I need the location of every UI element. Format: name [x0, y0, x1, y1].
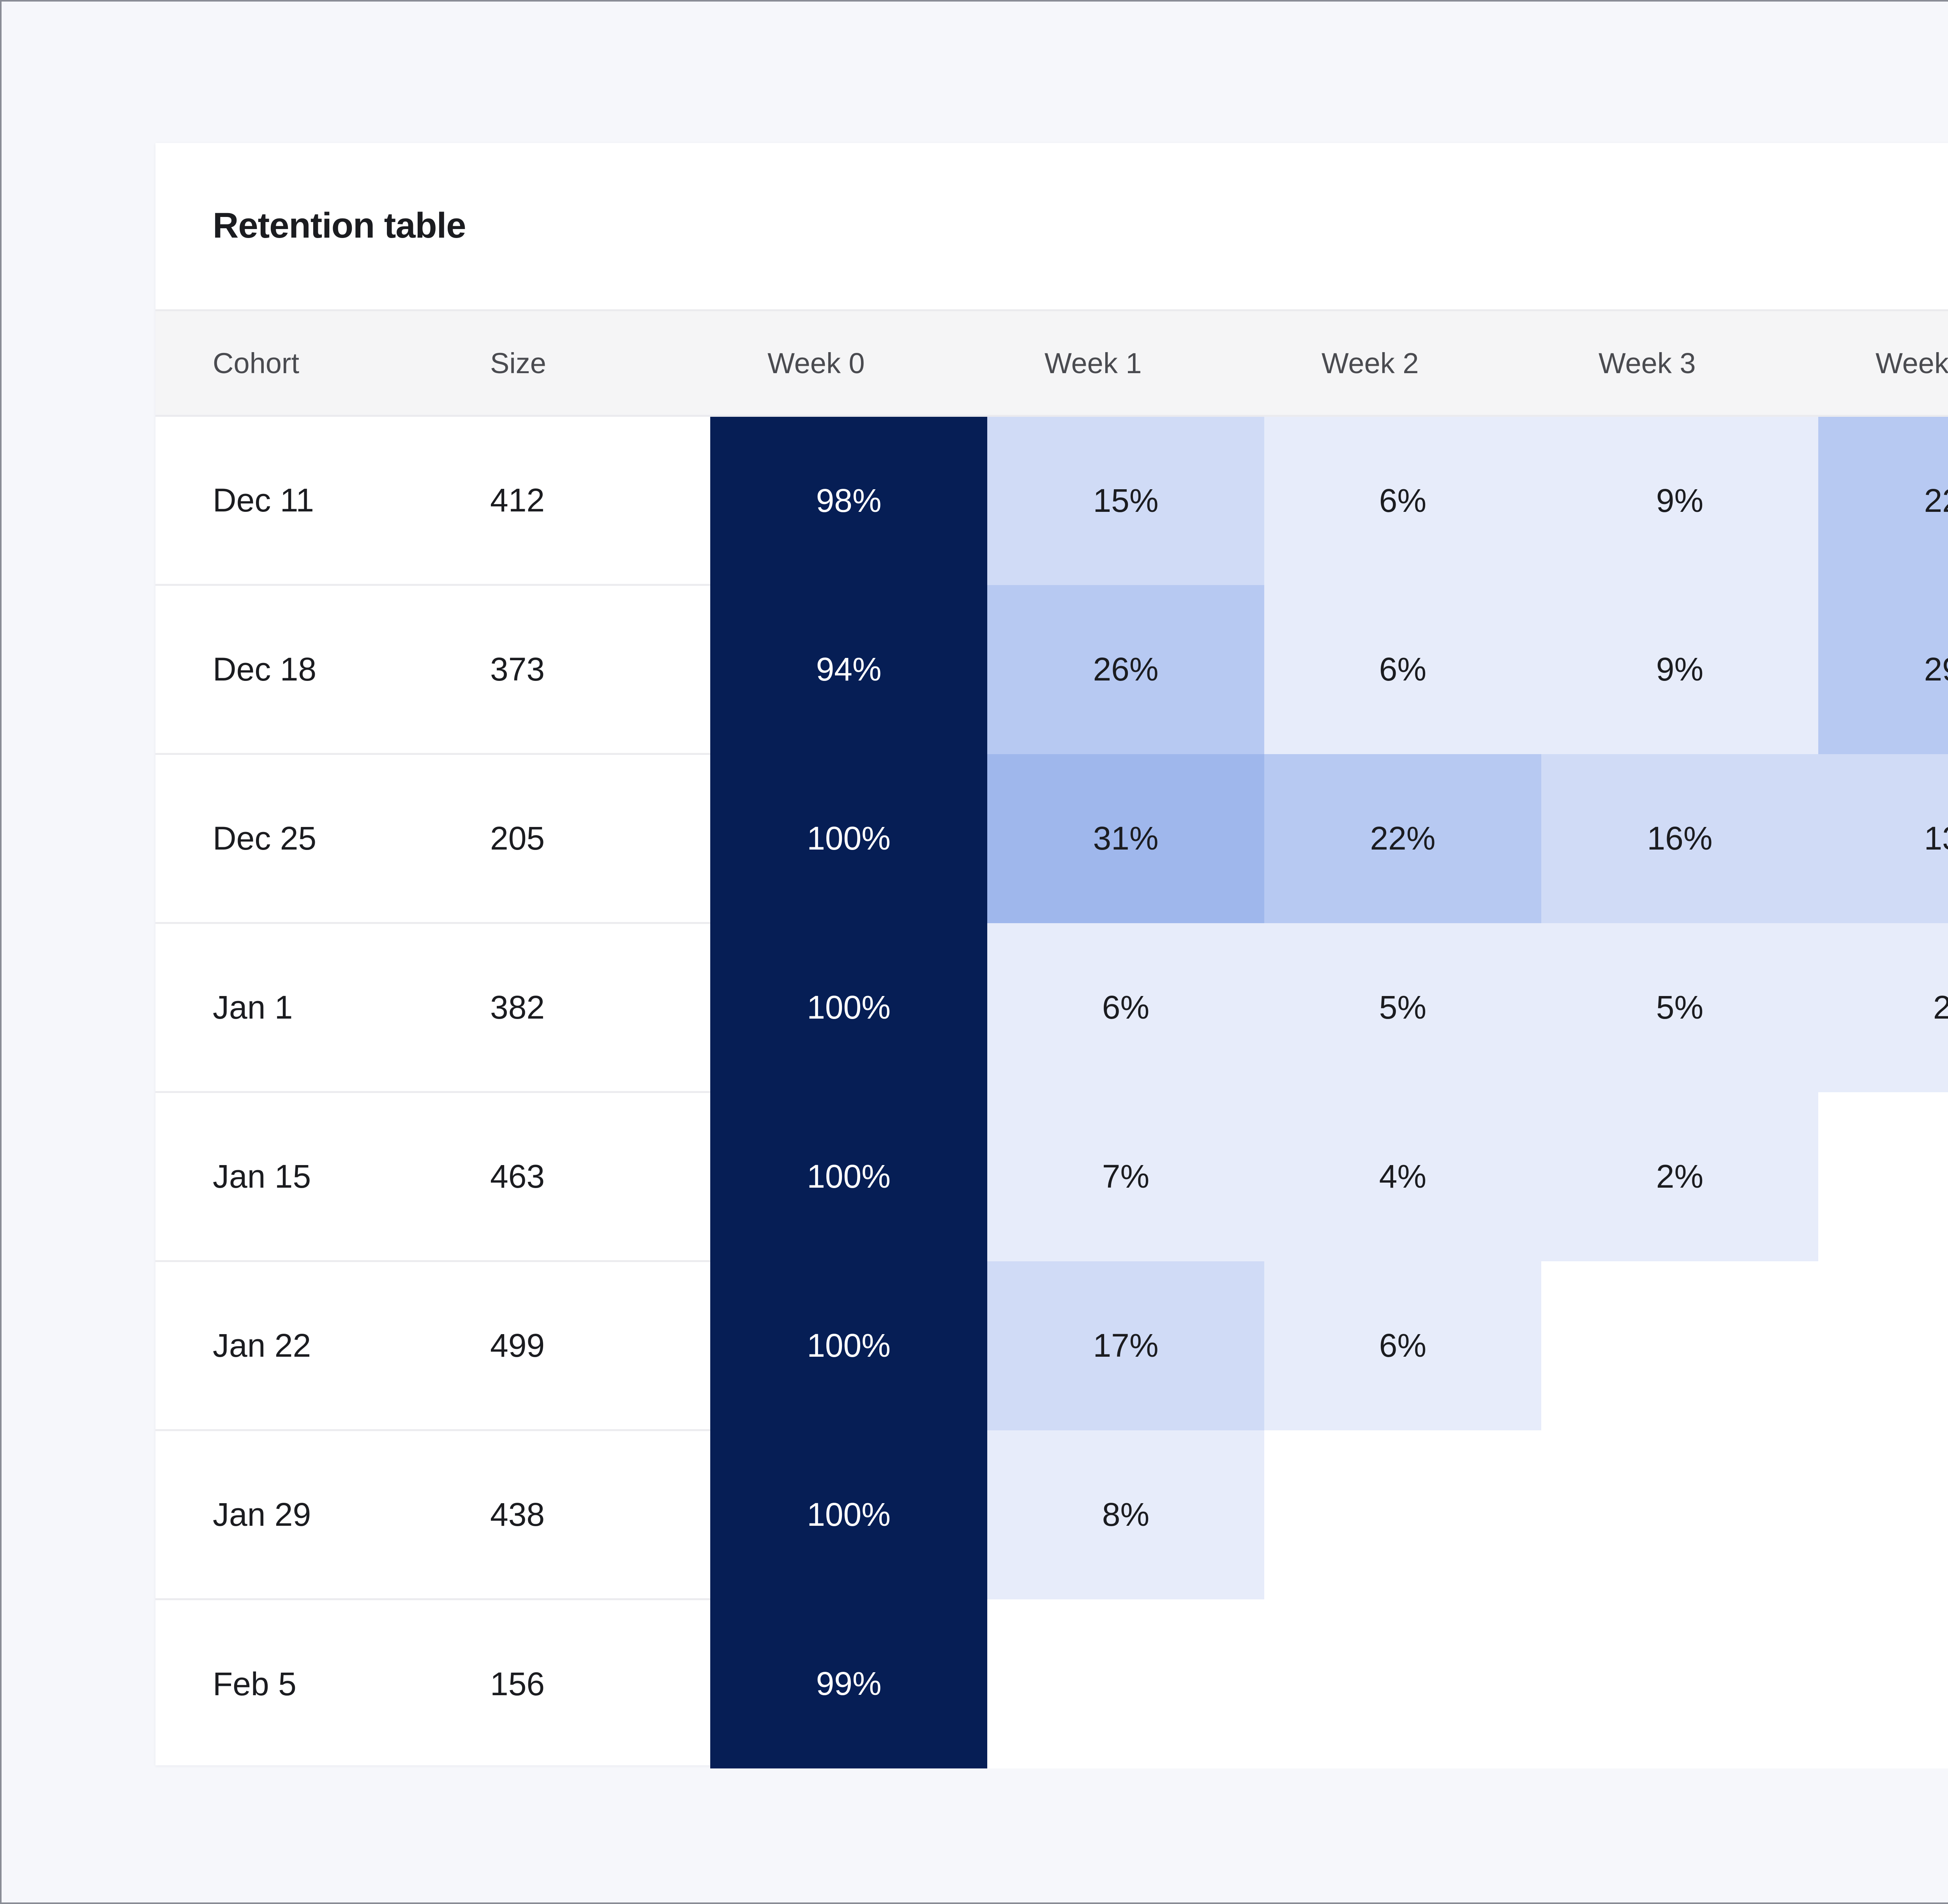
retention-cell-week-0[interactable]: 100% — [710, 1261, 987, 1430]
retention-cell-week-4 — [1818, 1092, 1948, 1261]
retention-cell-week-0[interactable]: 100% — [710, 1430, 987, 1599]
cohort-size: 373 — [433, 585, 710, 755]
retention-cell-week-4 — [1818, 1261, 1948, 1430]
table-row: Jan 29 438 100% 8% — [155, 1430, 1948, 1600]
retention-cell-week-1[interactable]: 7% — [987, 1092, 1264, 1261]
retention-cell-week-1[interactable]: 15% — [987, 416, 1264, 585]
cohort-size: 499 — [433, 1261, 710, 1431]
retention-cell-week-1[interactable]: 6% — [987, 923, 1264, 1092]
retention-cell-week-4[interactable]: 22% — [1818, 416, 1948, 585]
retention-cell-week-4[interactable]: 2% — [1818, 923, 1948, 1092]
cohort-label: Feb 5 — [213, 1666, 296, 1703]
retention-cell-week-3[interactable]: 9% — [1541, 416, 1818, 585]
table-row: Jan 15 463 100% 7% 4% 2% — [155, 1092, 1948, 1262]
retention-cell-week-0[interactable]: 98% — [710, 416, 987, 585]
retention-cell-week-2[interactable]: 4% — [1264, 1092, 1541, 1261]
retention-cell-week-4 — [1818, 1430, 1948, 1599]
header-week-4[interactable]: Week 4 — [1818, 309, 1948, 417]
retention-cell-week-3 — [1541, 1261, 1818, 1430]
retention-cell-week-4[interactable]: 29% — [1818, 585, 1948, 754]
retention-table: Cohort Size Week 0 Week 1 Week 2 Week 3 … — [155, 309, 1948, 1768]
header-week-3[interactable]: Week 3 — [1541, 309, 1818, 417]
cohort-label: Jan 1 — [155, 923, 433, 1093]
retention-cell-week-3[interactable]: 16% — [1541, 754, 1818, 923]
retention-cell-week-1[interactable]: 17% — [987, 1261, 1264, 1430]
cohort-label: Jan 15 — [155, 1092, 433, 1262]
cohort-size: 412 — [433, 416, 710, 586]
card-title: Retention table — [213, 206, 466, 245]
cohort-size: 438 — [433, 1430, 710, 1600]
retention-cell-week-1 — [987, 1599, 1264, 1768]
cohort-size: 382 — [433, 923, 710, 1093]
retention-cell-week-1[interactable]: 31% — [987, 754, 1264, 923]
cohort-size: 463 — [433, 1092, 710, 1262]
retention-cell-week-3 — [1541, 1599, 1818, 1768]
cohort-label: Dec 18 — [155, 585, 433, 755]
retention-cell-week-2[interactable]: 6% — [1264, 1261, 1541, 1430]
header-week-0[interactable]: Week 0 — [710, 309, 987, 417]
retention-cell-week-4[interactable]: 13% — [1818, 754, 1948, 923]
cohort-label: Jan 22 — [155, 1261, 433, 1431]
cohort-size: 156 — [490, 1666, 545, 1703]
table-header-row: Cohort Size Week 0 Week 1 Week 2 Week 3 … — [155, 309, 1948, 417]
retention-cell-week-1[interactable]: 8% — [987, 1430, 1264, 1599]
retention-cell-week-0[interactable]: 100% — [710, 1092, 987, 1261]
retention-cell-week-2[interactable]: 6% — [1264, 416, 1541, 585]
retention-cell-week-1[interactable]: 26% — [987, 585, 1264, 754]
header-week-2[interactable]: Week 2 — [1264, 309, 1541, 417]
retention-cell-week-0[interactable]: 100% — [710, 754, 987, 923]
retention-cell-week-3[interactable]: 2% — [1541, 1092, 1818, 1261]
retention-cell-week-2[interactable]: 6% — [1264, 585, 1541, 754]
header-week-1[interactable]: Week 1 — [987, 309, 1264, 417]
retention-cell-week-3[interactable]: 5% — [1541, 923, 1818, 1092]
retention-cell-week-0[interactable]: 100% — [710, 923, 987, 1092]
table-row: Feb 5 156 99% — [155, 1599, 1948, 1768]
cohort-label: Dec 11 — [155, 416, 433, 586]
cohort-label: Dec 25 — [155, 754, 433, 924]
retention-cell-week-2 — [1264, 1430, 1541, 1599]
table-row: Jan 22 499 100% 17% 6% — [155, 1261, 1948, 1431]
retention-cell-week-2[interactable]: 5% — [1264, 923, 1541, 1092]
retention-card: Retention table Cohort Size Week 0 Week … — [155, 143, 1948, 1768]
retention-cell-week-0[interactable]: 94% — [710, 585, 987, 754]
cohort-size: 205 — [433, 754, 710, 924]
retention-cell-week-2[interactable]: 22% — [1264, 754, 1541, 923]
retention-cell-week-0[interactable]: 99% — [710, 1599, 987, 1768]
retention-cell-week-3[interactable]: 9% — [1541, 585, 1818, 754]
header-size[interactable]: Size — [433, 309, 710, 417]
cohort-label: Jan 29 — [155, 1430, 433, 1600]
retention-cell-week-3 — [1541, 1430, 1818, 1599]
header-cohort[interactable]: Cohort — [155, 309, 433, 417]
retention-cell-week-2 — [1264, 1599, 1541, 1768]
retention-cell-week-4 — [1818, 1599, 1948, 1768]
